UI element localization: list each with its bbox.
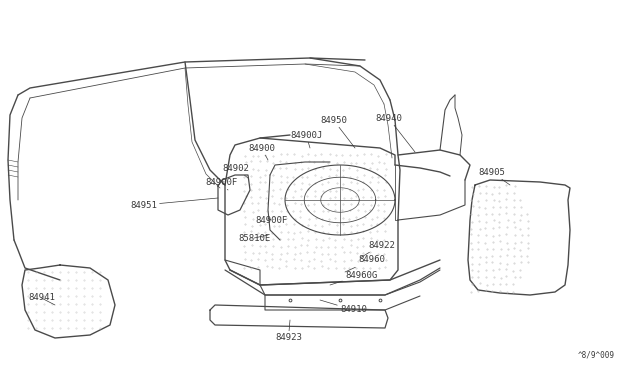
Text: 84902: 84902 <box>222 164 249 178</box>
Text: 84922: 84922 <box>360 241 395 258</box>
Text: 84941: 84941 <box>28 294 55 305</box>
Text: 84900F: 84900F <box>205 177 237 190</box>
Text: 84951: 84951 <box>130 198 218 209</box>
Text: 84905: 84905 <box>478 167 510 185</box>
Text: 84923: 84923 <box>275 320 302 343</box>
Text: 84960G: 84960G <box>330 270 377 285</box>
Text: 84910: 84910 <box>320 300 367 314</box>
Text: 84900F: 84900F <box>255 215 287 224</box>
Text: 84940: 84940 <box>375 113 415 152</box>
Text: 84960: 84960 <box>345 256 385 272</box>
Text: 84900J: 84900J <box>290 131 323 148</box>
Text: 84950: 84950 <box>320 115 355 148</box>
Text: 84900: 84900 <box>248 144 275 160</box>
Text: 85810E: 85810E <box>238 234 270 243</box>
Text: ^8/9^009: ^8/9^009 <box>578 351 615 360</box>
